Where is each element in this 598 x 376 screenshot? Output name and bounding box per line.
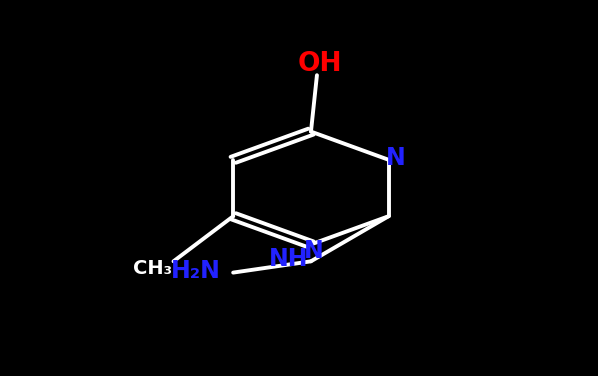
Text: N: N — [304, 239, 324, 263]
Text: OH: OH — [298, 51, 342, 77]
Text: H₂N: H₂N — [172, 259, 221, 283]
Text: N: N — [386, 146, 405, 170]
Text: NH: NH — [269, 247, 308, 271]
Text: CH₃: CH₃ — [133, 259, 172, 278]
